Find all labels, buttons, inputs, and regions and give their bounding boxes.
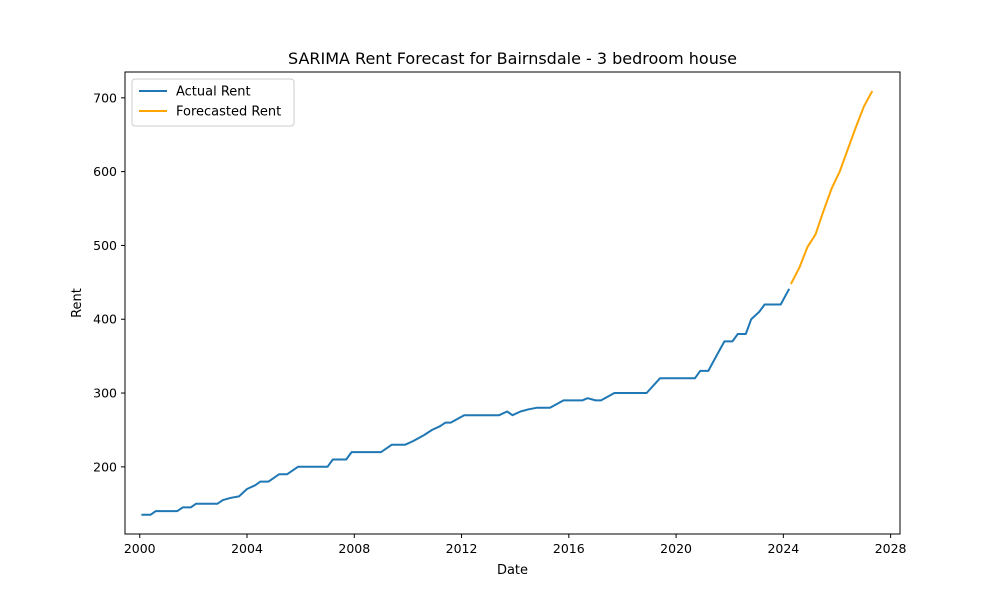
plot-lines bbox=[141, 90, 874, 516]
plot-frame bbox=[124, 71, 901, 535]
y-tick-label-500: 500 bbox=[93, 238, 117, 253]
chart-title: SARIMA Rent Forecast for Bairnsdale - 3 … bbox=[288, 49, 737, 68]
x-tick-label-2008: 2008 bbox=[338, 541, 370, 556]
y-axis-ticks: 200 300 400 500 600 700 bbox=[93, 90, 125, 474]
legend: Actual Rent Forecasted Rent bbox=[131, 78, 295, 127]
x-tick-label-2024: 2024 bbox=[767, 541, 799, 556]
x-tick-label-2004: 2004 bbox=[231, 541, 263, 556]
y-tick-label-400: 400 bbox=[93, 312, 117, 327]
y-axis-label: Rent bbox=[70, 288, 85, 318]
x-tick-label-2000: 2000 bbox=[124, 541, 156, 556]
y-tick-label-200: 200 bbox=[93, 459, 117, 474]
x-tick-label-2012: 2012 bbox=[446, 541, 478, 556]
x-axis-label: Date bbox=[497, 563, 528, 578]
series-line-actual-rent bbox=[141, 288, 791, 516]
y-tick-label-700: 700 bbox=[93, 90, 117, 105]
legend-box bbox=[131, 78, 295, 127]
series-line-forecasted-rent bbox=[790, 90, 874, 285]
legend-label-forecast: Forecasted Rent bbox=[176, 105, 281, 120]
legend-label-actual: Actual Rent bbox=[176, 85, 251, 100]
y-tick-label-300: 300 bbox=[93, 386, 117, 401]
x-tick-label-2028: 2028 bbox=[875, 541, 907, 556]
x-tick-label-2020: 2020 bbox=[660, 541, 692, 556]
x-axis-ticks: 2000 2004 2008 2012 2016 2020 2024 2028 bbox=[124, 534, 907, 556]
x-tick-label-2016: 2016 bbox=[553, 541, 585, 556]
y-tick-label-600: 600 bbox=[93, 164, 117, 179]
